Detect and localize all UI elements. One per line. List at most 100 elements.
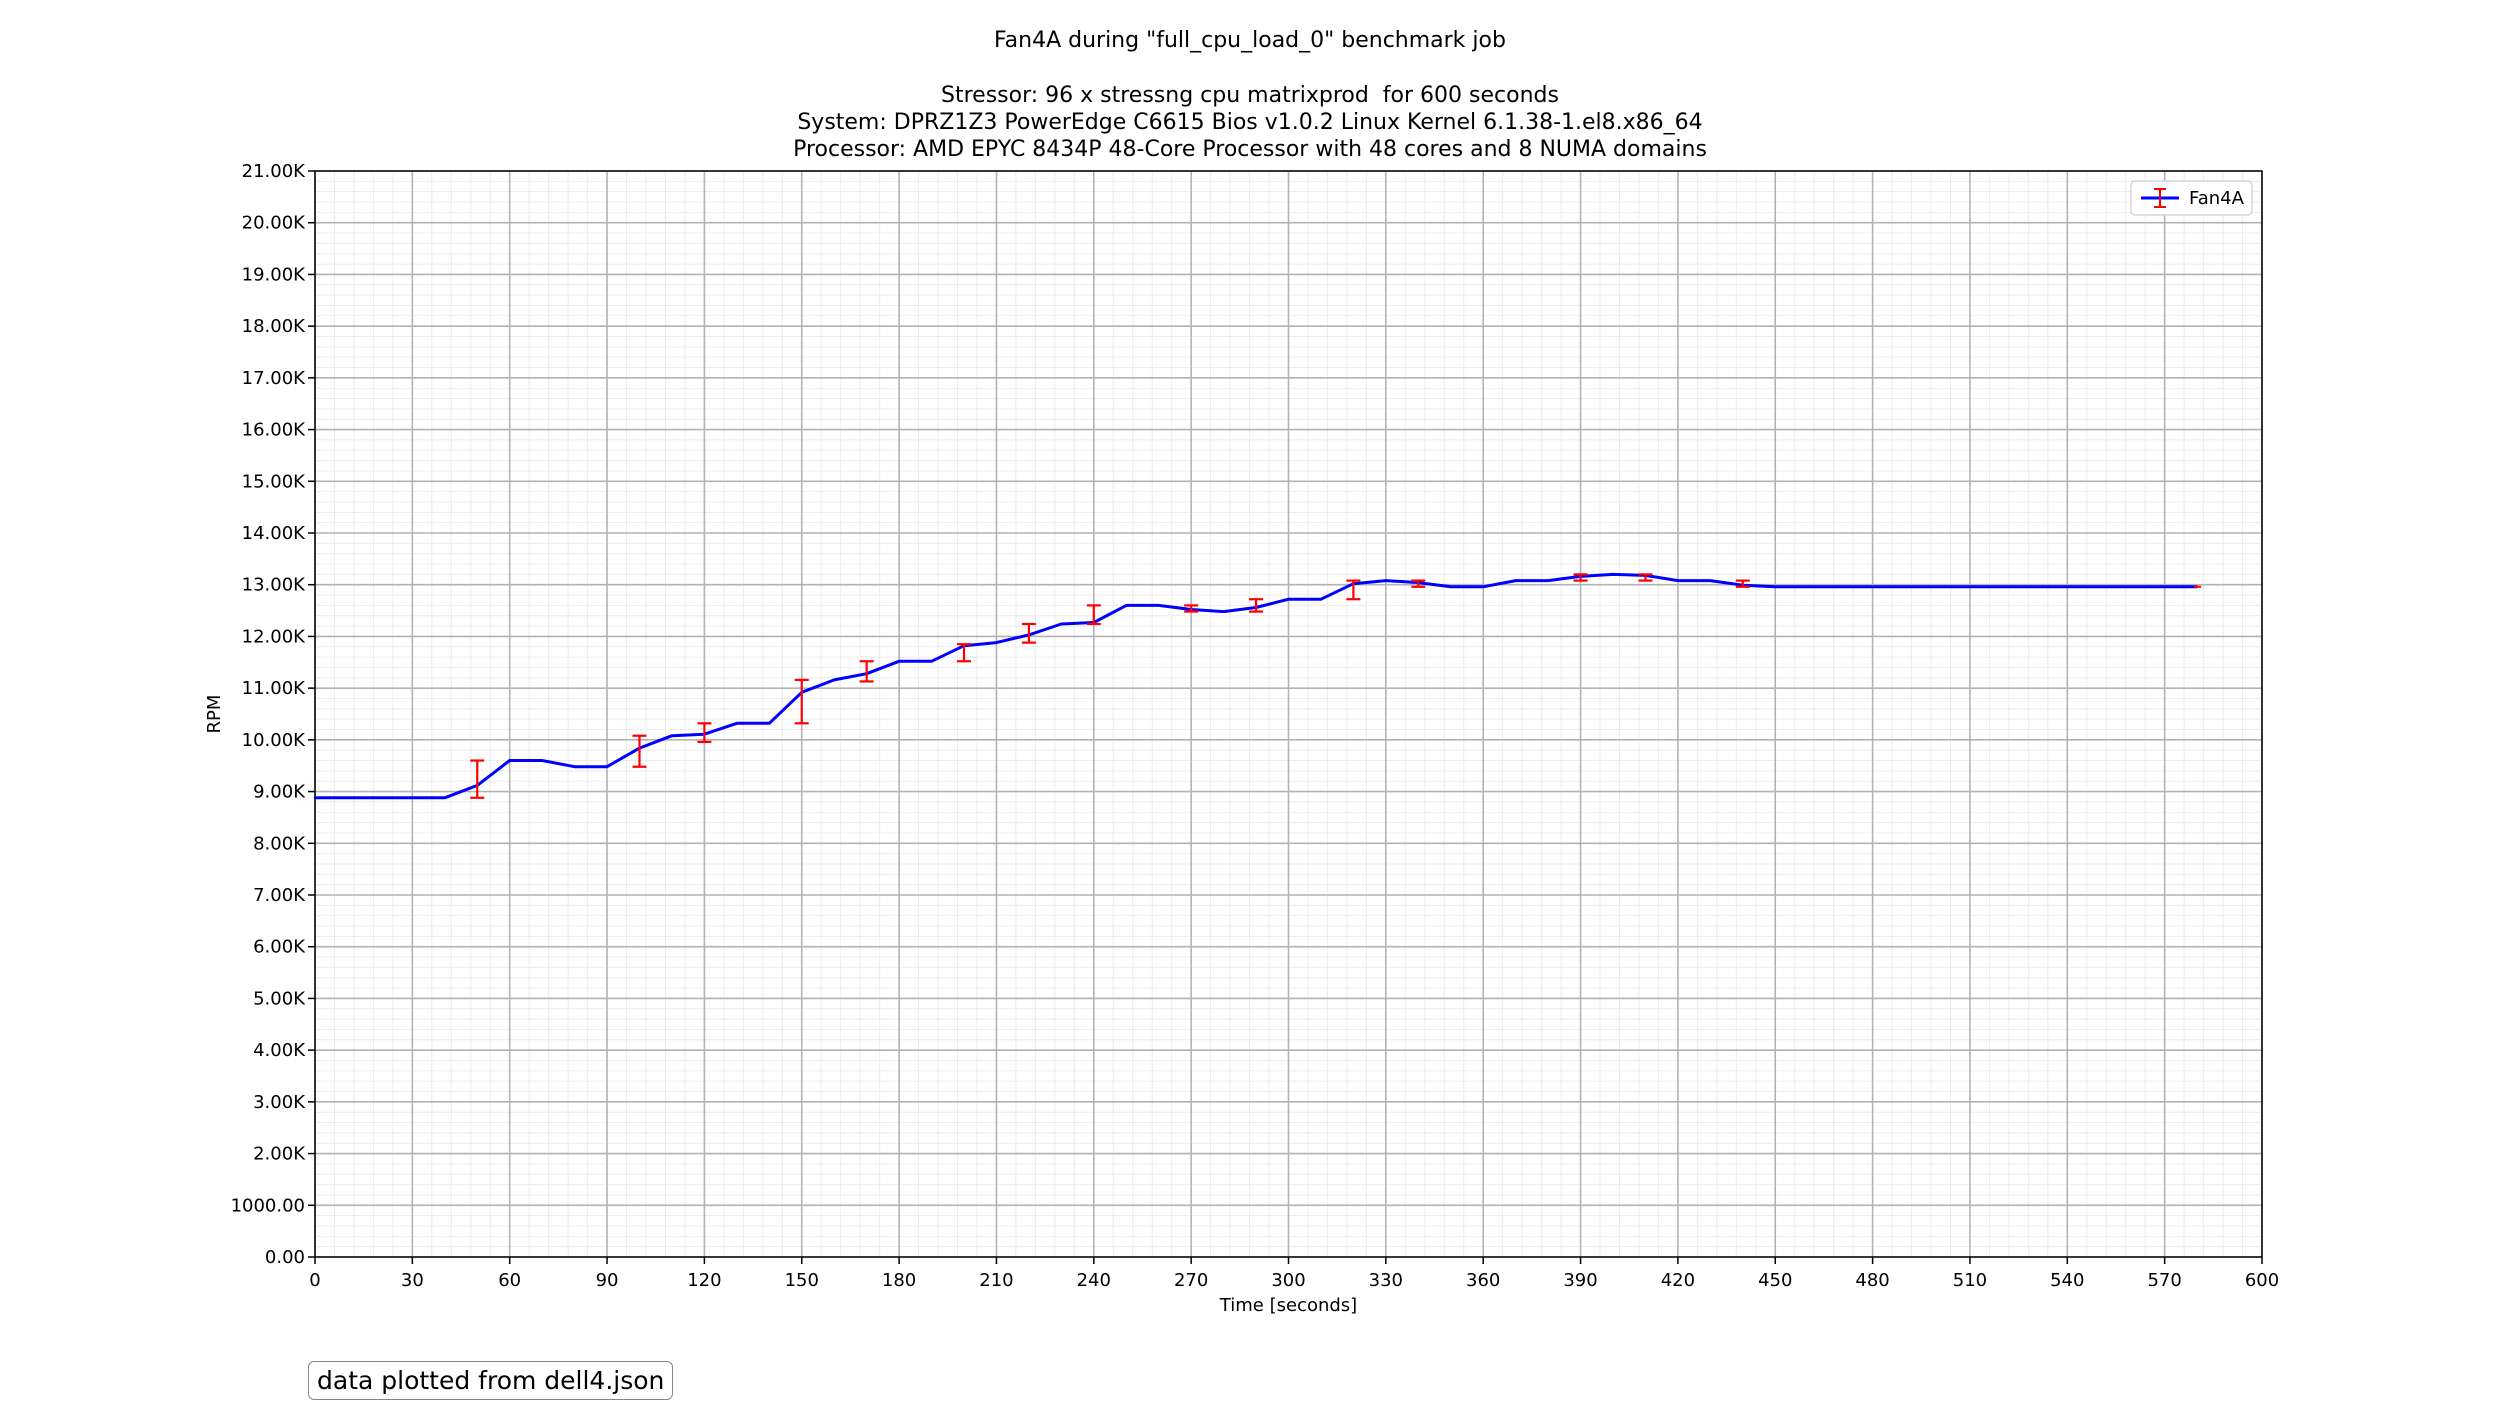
y-tick-label: 8.00K: [253, 833, 306, 854]
y-tick-label: 5.00K: [253, 988, 306, 1009]
y-tick-label: 21.00K: [242, 161, 307, 182]
x-tick-label: 300: [1271, 1270, 1305, 1291]
chart-subtitle-system: System: DPRZ1Z3 PowerEdge C6615 Bios v1.…: [797, 110, 1703, 135]
data-point: [1871, 585, 1874, 588]
error-bar: [1573, 573, 1588, 582]
data-point: [1774, 585, 1777, 588]
chart-subtitle-processor: Processor: AMD EPYC 8434P 48-Core Proces…: [793, 137, 1707, 162]
y-tick-label: 6.00K: [253, 937, 306, 958]
x-tick-label: 240: [1077, 1270, 1111, 1291]
data-point: [1482, 585, 1485, 588]
legend: Fan4A: [2130, 180, 2253, 216]
error-bar: [1021, 622, 1036, 644]
data-point: [605, 765, 609, 768]
data-point: [2066, 585, 2069, 588]
y-tick-label: 2.00K: [253, 1144, 306, 1165]
x-tick-label: 270: [1174, 1270, 1208, 1291]
y-axis-label: RPM: [204, 695, 225, 734]
x-tick-label: 0: [309, 1270, 320, 1291]
y-tick-label: 14.00K: [242, 523, 307, 544]
x-tick-label: 600: [2245, 1270, 2279, 1291]
x-axis-label: Time [seconds]: [1219, 1295, 1357, 1316]
data-point: [768, 722, 771, 725]
x-tick-label: 360: [1466, 1270, 1500, 1291]
data-point: [573, 765, 576, 768]
data-point: [2098, 585, 2101, 588]
chart-title: Fan4A during "full_cpu_load_0" benchmark…: [994, 28, 1506, 53]
error-bar: [1346, 579, 1361, 601]
y-tick-label: 10.00K: [242, 730, 307, 751]
y-tick-label: 19.00K: [242, 264, 307, 285]
error-bar: [794, 678, 809, 725]
x-tick-label: 450: [1758, 1270, 1792, 1291]
legend-label-fan4a: Fan4A: [2189, 188, 2245, 209]
x-tick-label: 150: [785, 1270, 819, 1291]
y-tick-label: 13.00K: [242, 575, 307, 596]
data-point: [1125, 604, 1128, 607]
x-tick-label: 480: [1855, 1270, 1889, 1291]
data-point: [1806, 585, 1809, 588]
data-point: [1449, 585, 1452, 588]
data-point: [833, 678, 836, 682]
y-tick-label: 18.00K: [242, 316, 307, 337]
x-tick-label: 60: [498, 1270, 521, 1291]
error-bar: [697, 722, 712, 744]
data-point: [1222, 610, 1225, 613]
chart-subtitle-stressor: Stressor: 96 x stressng cpu matrixprod f…: [941, 83, 1559, 108]
data-point: [2163, 585, 2166, 588]
data-point: [1936, 585, 1939, 588]
data-point: [897, 660, 901, 663]
y-tick-label: 12.00K: [242, 626, 307, 647]
x-tick-label: 540: [2050, 1270, 2084, 1291]
data-point: [2131, 585, 2134, 588]
x-tick-label: 570: [2147, 1270, 2181, 1291]
x-tick-label: 30: [401, 1270, 424, 1291]
error-bar: [632, 734, 647, 768]
error-bars: [470, 573, 2202, 799]
y-tick-label: 15.00K: [242, 471, 307, 492]
data-point: [1319, 597, 1323, 601]
error-bar: [1411, 579, 1426, 588]
data-point: [1838, 585, 1842, 588]
data-point: [1157, 604, 1160, 607]
error-bar: [470, 759, 485, 799]
data-point: [1546, 579, 1550, 582]
data-point: [930, 660, 933, 663]
data-point: [670, 734, 674, 737]
error-bar: [1249, 598, 1264, 613]
y-tick-label: 1000.00: [231, 1195, 305, 1216]
error-bar: [1184, 604, 1199, 613]
x-tick-label: 390: [1563, 1270, 1597, 1291]
y-tick-label: 17.00K: [242, 368, 307, 389]
y-tick-label: 11.00K: [242, 678, 307, 699]
y-tick-label: 3.00K: [253, 1092, 306, 1113]
y-tick-label: 9.00K: [253, 782, 306, 803]
data-point: [995, 641, 998, 644]
data-point: [1709, 579, 1712, 582]
x-tick-label: 210: [979, 1270, 1013, 1291]
data-point: [378, 796, 382, 799]
error-bar: [859, 660, 874, 683]
data-point: [313, 796, 317, 799]
y-tick-label: 20.00K: [242, 213, 307, 234]
error-bar: [1638, 573, 1653, 582]
data-point: [1060, 622, 1063, 626]
major-grid: [314, 170, 2263, 1258]
x-tick-label: 330: [1369, 1270, 1403, 1291]
y-tick-label: 16.00K: [242, 420, 307, 441]
data-point: [735, 722, 739, 725]
data-source-note: data plotted from dell4.json: [308, 1361, 674, 1400]
data-point: [1676, 579, 1680, 582]
y-tick-label: 0.00: [265, 1247, 305, 1268]
data-point: [346, 796, 349, 799]
x-tick-label: 420: [1661, 1270, 1695, 1291]
data-point: [1514, 579, 1517, 582]
y-tick-label: 4.00K: [253, 1040, 306, 1061]
x-tick-label: 510: [1953, 1270, 1987, 1291]
error-bar: [1086, 604, 1101, 626]
y-tick-label: 7.00K: [253, 885, 306, 906]
data-point: [1968, 585, 1972, 588]
data-point: [1384, 579, 1388, 582]
data-point: [2033, 585, 2037, 588]
